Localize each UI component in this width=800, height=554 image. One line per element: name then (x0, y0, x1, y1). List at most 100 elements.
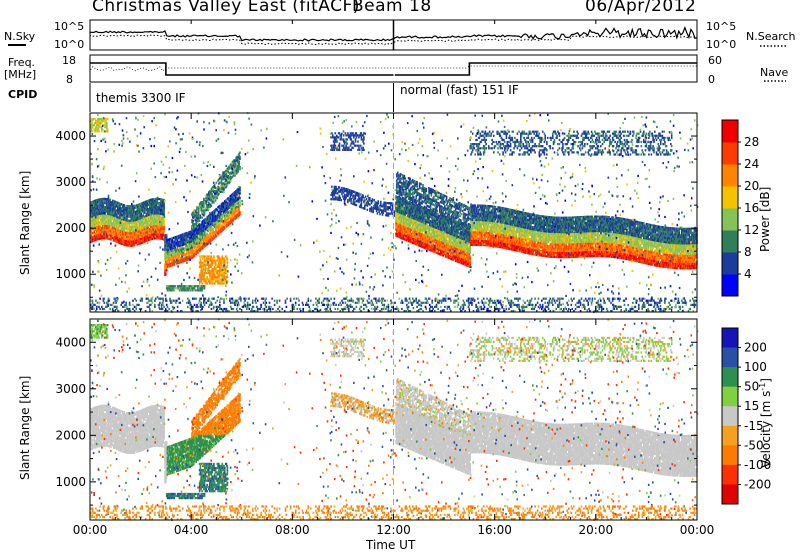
velocity-cell (127, 441, 129, 443)
velocity-cell (132, 443, 134, 445)
velocity-cell (200, 457, 202, 459)
velocity-cell (163, 414, 165, 416)
power-cell (129, 234, 131, 236)
velocity-cell (195, 453, 197, 455)
velocity-cell (101, 411, 103, 413)
velocity-cell (97, 412, 99, 414)
velocity-cell (150, 429, 152, 431)
power-cell (135, 215, 137, 217)
velocity-cell (122, 421, 124, 423)
velocity-cell (97, 414, 99, 416)
velocity-cell (129, 416, 131, 418)
velocity-cell (104, 407, 106, 409)
power-cell (152, 219, 154, 221)
velocity-cell (129, 448, 131, 450)
velocity-cell (99, 432, 101, 434)
velocity-cell (99, 439, 101, 441)
velocity-cell (98, 426, 100, 428)
velocity-cell (98, 428, 100, 430)
velocity-cell (161, 437, 163, 439)
velocity-cell (124, 424, 126, 426)
power-cell (162, 238, 164, 240)
velocity-cell (135, 414, 137, 416)
power-cell (92, 215, 94, 217)
velocity-cell (174, 471, 176, 473)
velocity-cell (166, 477, 168, 479)
power-cell (100, 233, 102, 235)
velocity-cell (153, 432, 155, 434)
power-cell (105, 223, 107, 225)
velocity-cell (134, 452, 136, 454)
velocity-cell (158, 417, 160, 419)
velocity-cell (136, 430, 138, 432)
velocity-cell (98, 422, 100, 424)
power-cell (133, 213, 135, 215)
velocity-cell (98, 441, 100, 443)
velocity-cell (212, 435, 214, 437)
velocity-cell (92, 439, 94, 441)
velocity-cell (133, 420, 135, 422)
velocity-cell (144, 448, 146, 450)
velocity-cell (127, 437, 129, 439)
power-cell (131, 211, 133, 213)
velocity-cell (215, 418, 217, 420)
power-cell (233, 217, 235, 219)
power-cell (103, 204, 105, 206)
power-cell (106, 229, 108, 231)
power-cell (227, 214, 229, 216)
power-cell (157, 233, 159, 235)
velocity-cell (166, 441, 168, 443)
power-cell (124, 204, 126, 206)
velocity-cell (159, 422, 161, 424)
velocity-cell (102, 407, 104, 409)
power-cell (158, 219, 160, 221)
velocity-cell (104, 442, 106, 444)
power-cell (174, 264, 176, 266)
power-cell (138, 233, 140, 235)
power-cell (200, 249, 202, 251)
power-cell (108, 215, 110, 217)
power-cell (135, 207, 137, 209)
power-cell (157, 225, 159, 227)
velocity-cell (127, 431, 129, 433)
power-cell (102, 202, 104, 204)
power-cell (165, 273, 167, 275)
power-cell (222, 217, 224, 219)
power-cell (104, 223, 106, 225)
velocity-cell (126, 416, 128, 418)
power-cell (215, 211, 217, 213)
power-cell (156, 227, 158, 229)
power-cell (166, 234, 168, 236)
power-cell (105, 237, 107, 239)
velocity-cell (133, 435, 135, 437)
velocity-cell (157, 442, 159, 444)
velocity-cell (205, 437, 207, 439)
velocity-cell (127, 433, 129, 435)
velocity-cell (119, 409, 121, 411)
velocity-cell (163, 410, 165, 412)
power-cell (106, 200, 108, 202)
power-cell (137, 223, 139, 225)
power-cell (116, 226, 118, 228)
velocity-cell (100, 415, 102, 417)
power-cell (126, 211, 128, 213)
power-cell (132, 234, 134, 236)
power-cell (152, 238, 154, 240)
power-cell (126, 217, 128, 219)
power-cell (104, 235, 106, 237)
velocity-cell (97, 408, 99, 410)
velocity-cell (157, 440, 159, 442)
freq-panel-frame (90, 55, 697, 82)
power-cell (151, 236, 153, 238)
velocity-cell (160, 439, 162, 441)
power-cell (126, 209, 128, 211)
velocity-cell (112, 434, 114, 436)
velocity-cell (128, 423, 130, 425)
velocity-cell (233, 424, 235, 426)
velocity-cell (131, 418, 133, 420)
velocity-cell (158, 426, 160, 428)
power-cell (105, 217, 107, 219)
power-cell (105, 219, 107, 221)
velocity-cell (222, 424, 224, 426)
